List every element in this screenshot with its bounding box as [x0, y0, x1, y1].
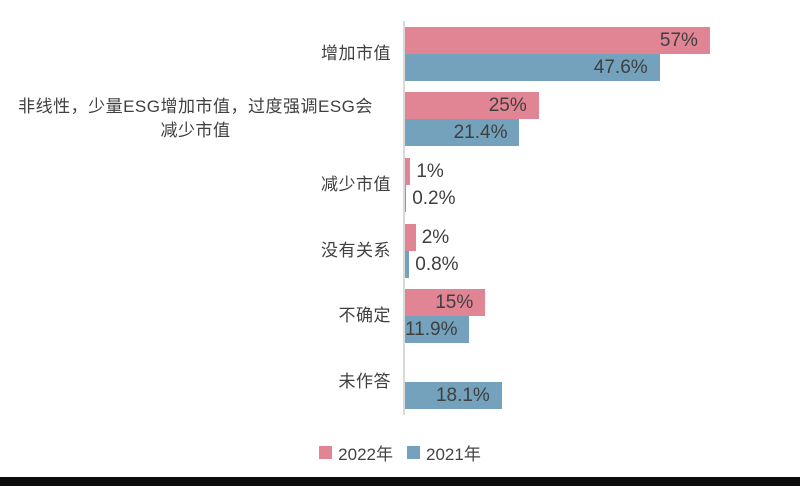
category-label: 不确定	[338, 306, 391, 326]
category-label: 增加市值	[321, 43, 391, 63]
category-label: 非线性，少量ESG增加市值，过度强调ESG会 减少市值	[18, 96, 373, 141]
y-axis-line	[403, 21, 405, 415]
bar-2022年-4	[405, 289, 486, 317]
value-label: 57%	[659, 29, 698, 51]
bar-2021年-4	[405, 316, 469, 344]
value-label: 25%	[488, 95, 527, 117]
bar-2021年-2	[405, 185, 407, 213]
legend-label-2021: 2021年	[426, 444, 481, 464]
legend-label-2022: 2022年	[338, 444, 393, 464]
value-label: 15%	[435, 292, 474, 314]
value-label: 2%	[421, 226, 450, 248]
bar-2021年-0	[405, 53, 660, 81]
bar-2022年-1	[405, 92, 539, 120]
legend-item-2022: 2022年	[319, 440, 393, 465]
value-label: 0.8%	[415, 253, 459, 275]
bar-2022年-2	[405, 158, 411, 186]
value-label: 0.2%	[412, 188, 456, 210]
legend: 2022年 2021年	[0, 440, 800, 465]
legend-swatch-2022-icon	[319, 445, 333, 459]
legend-swatch-2021-icon	[407, 445, 420, 459]
value-label: 1%	[416, 161, 444, 183]
bar-2022年-0	[405, 26, 710, 54]
value-label: 11.9%	[405, 319, 458, 341]
value-label: 18.1%	[435, 385, 490, 407]
category-label: 没有关系	[321, 240, 391, 260]
bar-2021年-5	[405, 382, 502, 410]
bar-2022年-3	[405, 223, 416, 251]
bar-2021年-1	[405, 119, 520, 147]
legend-item-2021: 2021年	[407, 440, 481, 465]
bottom-black-bar	[0, 477, 800, 486]
category-label: 未作答	[338, 371, 391, 391]
value-label: 47.6%	[593, 56, 648, 78]
value-label: 21.4%	[453, 122, 508, 144]
category-label: 减少市值	[321, 174, 391, 194]
bar-2021年-3	[405, 250, 410, 278]
